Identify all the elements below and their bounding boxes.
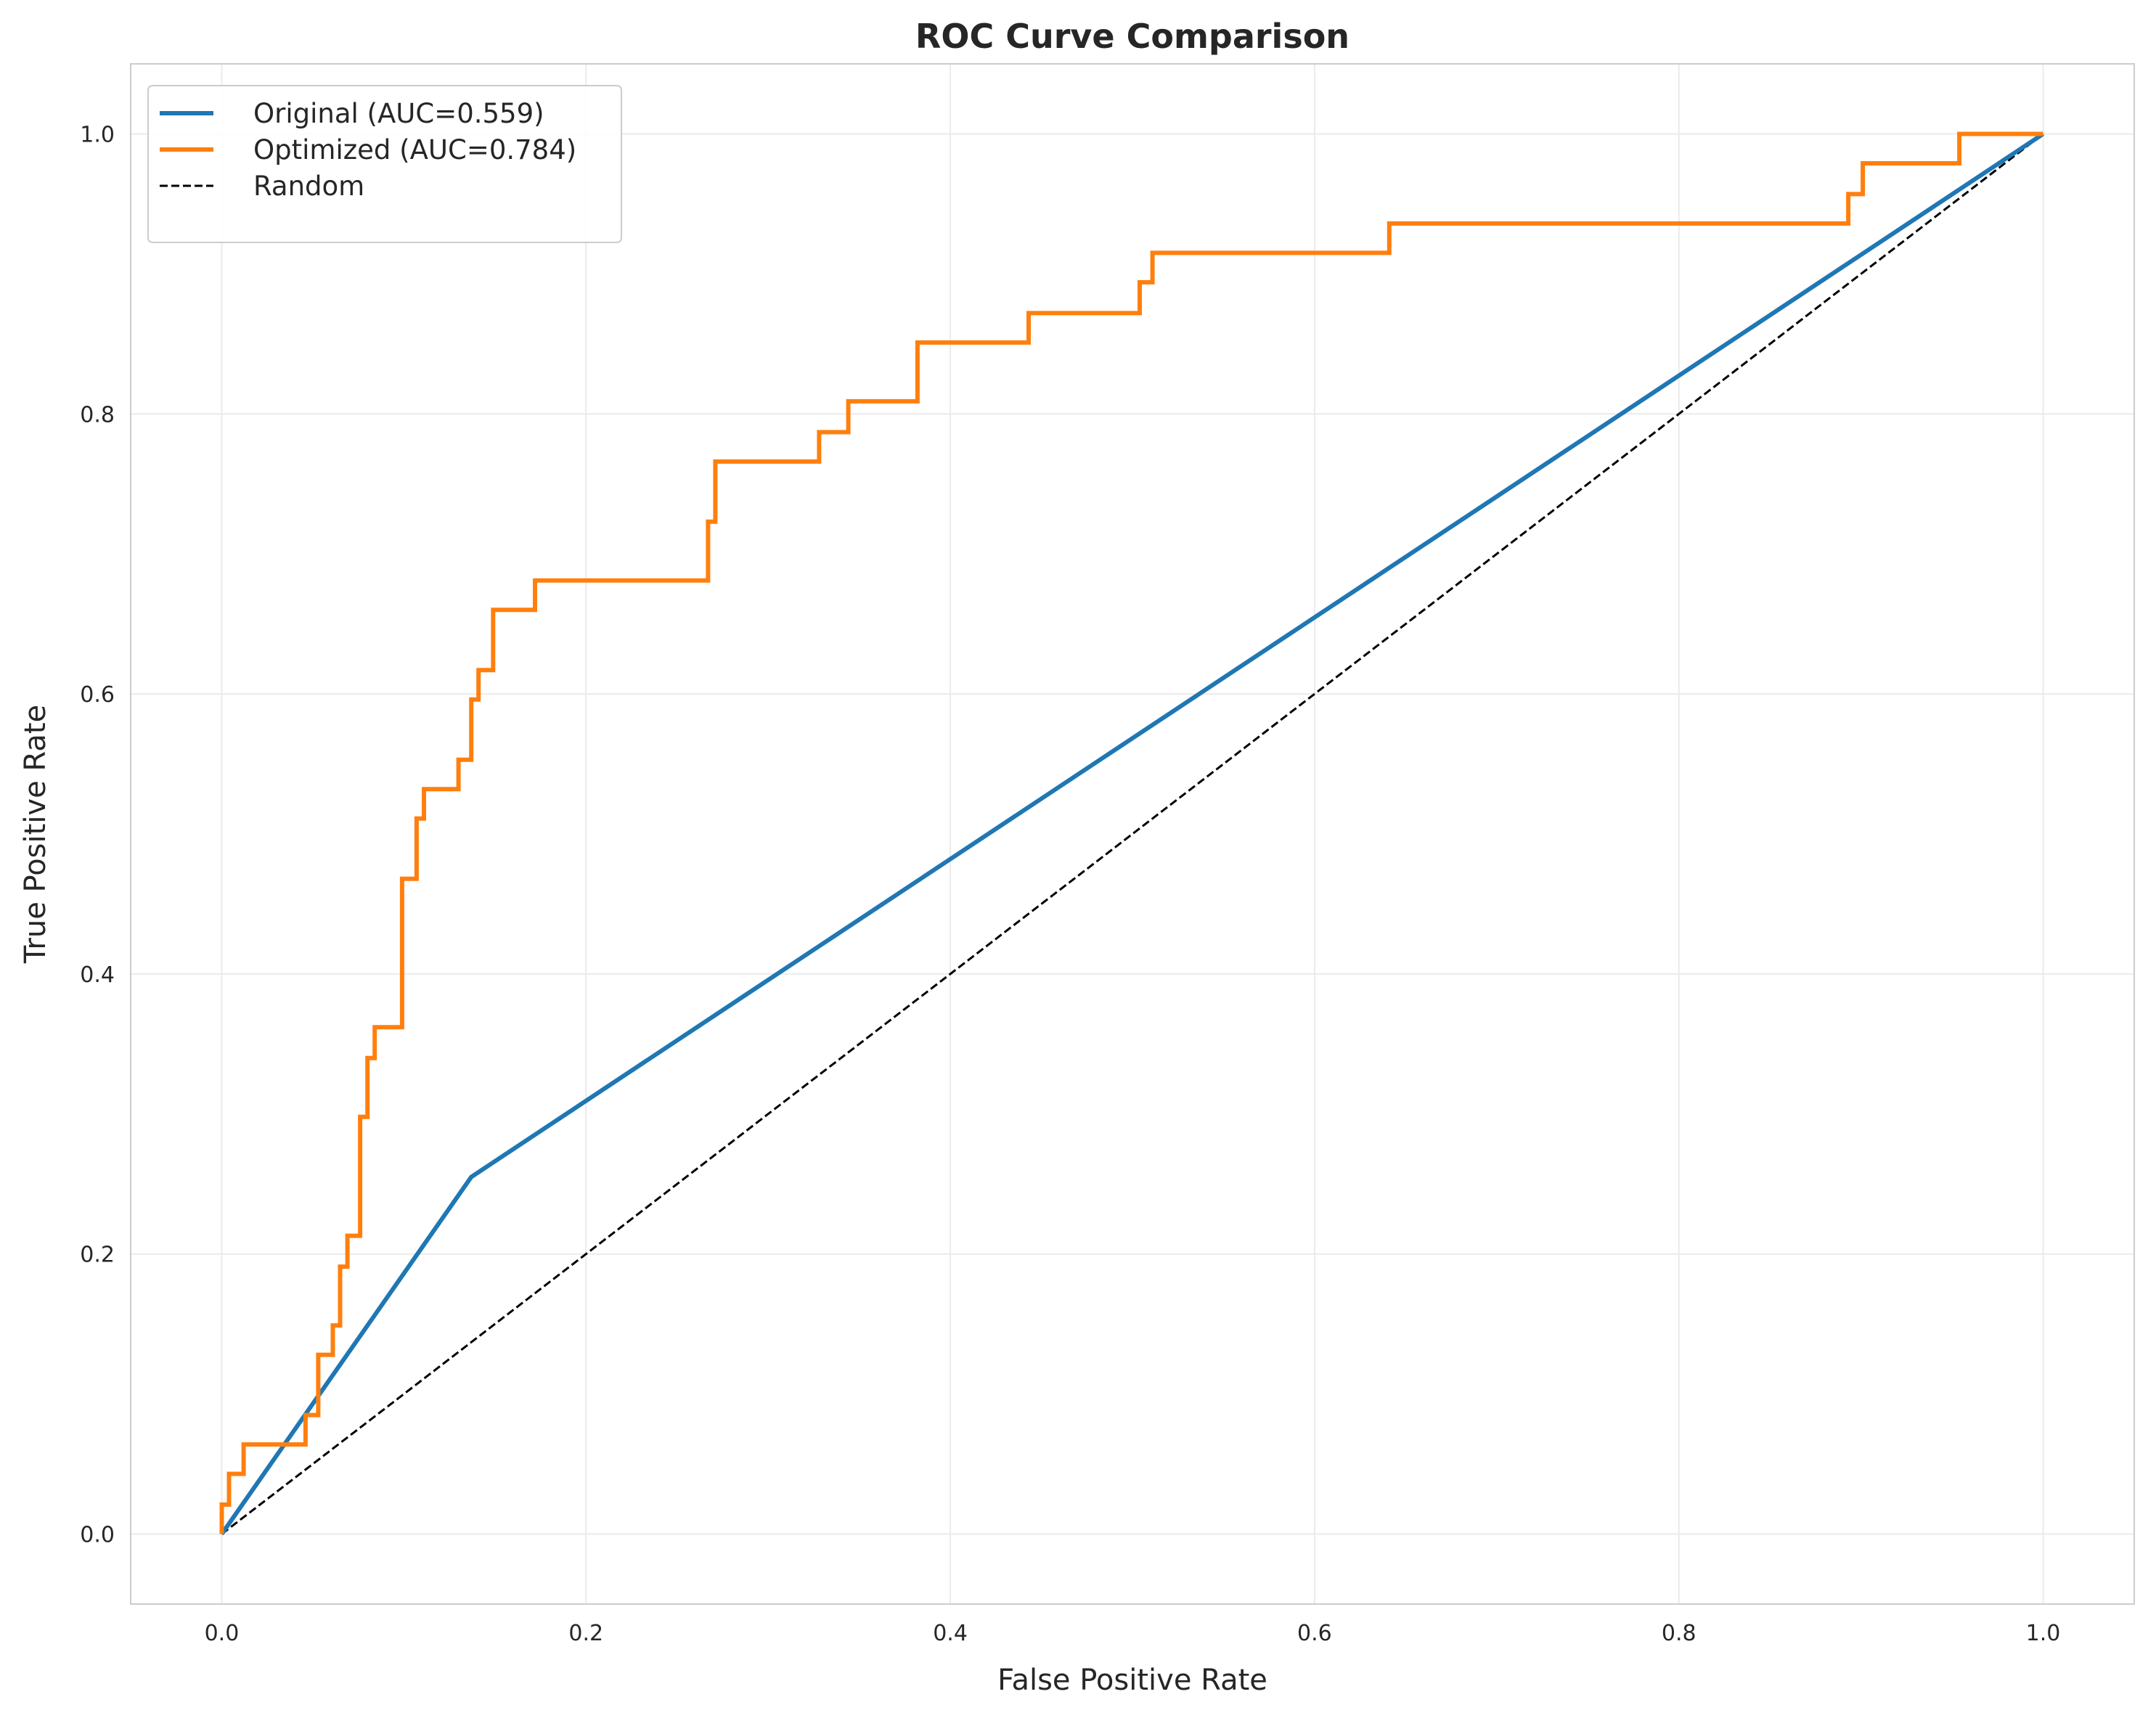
y-tick-label: 1.0 (80, 122, 115, 147)
legend-box (147, 85, 622, 243)
legend-label-1: Optimized (AUC=0.784) (253, 134, 576, 165)
x-tick-label: 0.2 (568, 1621, 603, 1646)
plot-frame (130, 63, 2135, 1605)
legend-label-2: Random (253, 171, 364, 202)
x-tick-label: 0.8 (1662, 1621, 1696, 1646)
x-axis-label: False Positive Rate (997, 1664, 1267, 1697)
chart-title: ROC Curve Comparison (915, 17, 1349, 56)
y-tick-label: 0.4 (80, 962, 115, 988)
tick-labels: 0.0 0.2 0.4 0.6 0.8 1.0 0.0 0.2 0.4 0.6 0.8 1.0 (80, 122, 2060, 1646)
x-tick-label: 0.0 (205, 1621, 240, 1646)
y-tick-label: 0.8 (80, 402, 115, 428)
y-tick-label: 0.6 (80, 682, 115, 708)
x-tick-label: 0.4 (933, 1621, 968, 1646)
x-tick-label: 1.0 (2026, 1621, 2061, 1646)
series-layer (219, 131, 2045, 1536)
legend-label-0: Original (AUC=0.559) (253, 98, 544, 129)
y-tick-label: 0.2 (80, 1243, 115, 1268)
series-line-1 (219, 131, 2043, 1534)
y-tick-label: 0.0 (80, 1523, 115, 1548)
legend: Original (AUC=0.559) Optimized (AUC=0.784… (147, 85, 622, 243)
y-axis-label: True Positive Rate (19, 705, 52, 964)
x-tick-label: 0.6 (1297, 1621, 1332, 1646)
